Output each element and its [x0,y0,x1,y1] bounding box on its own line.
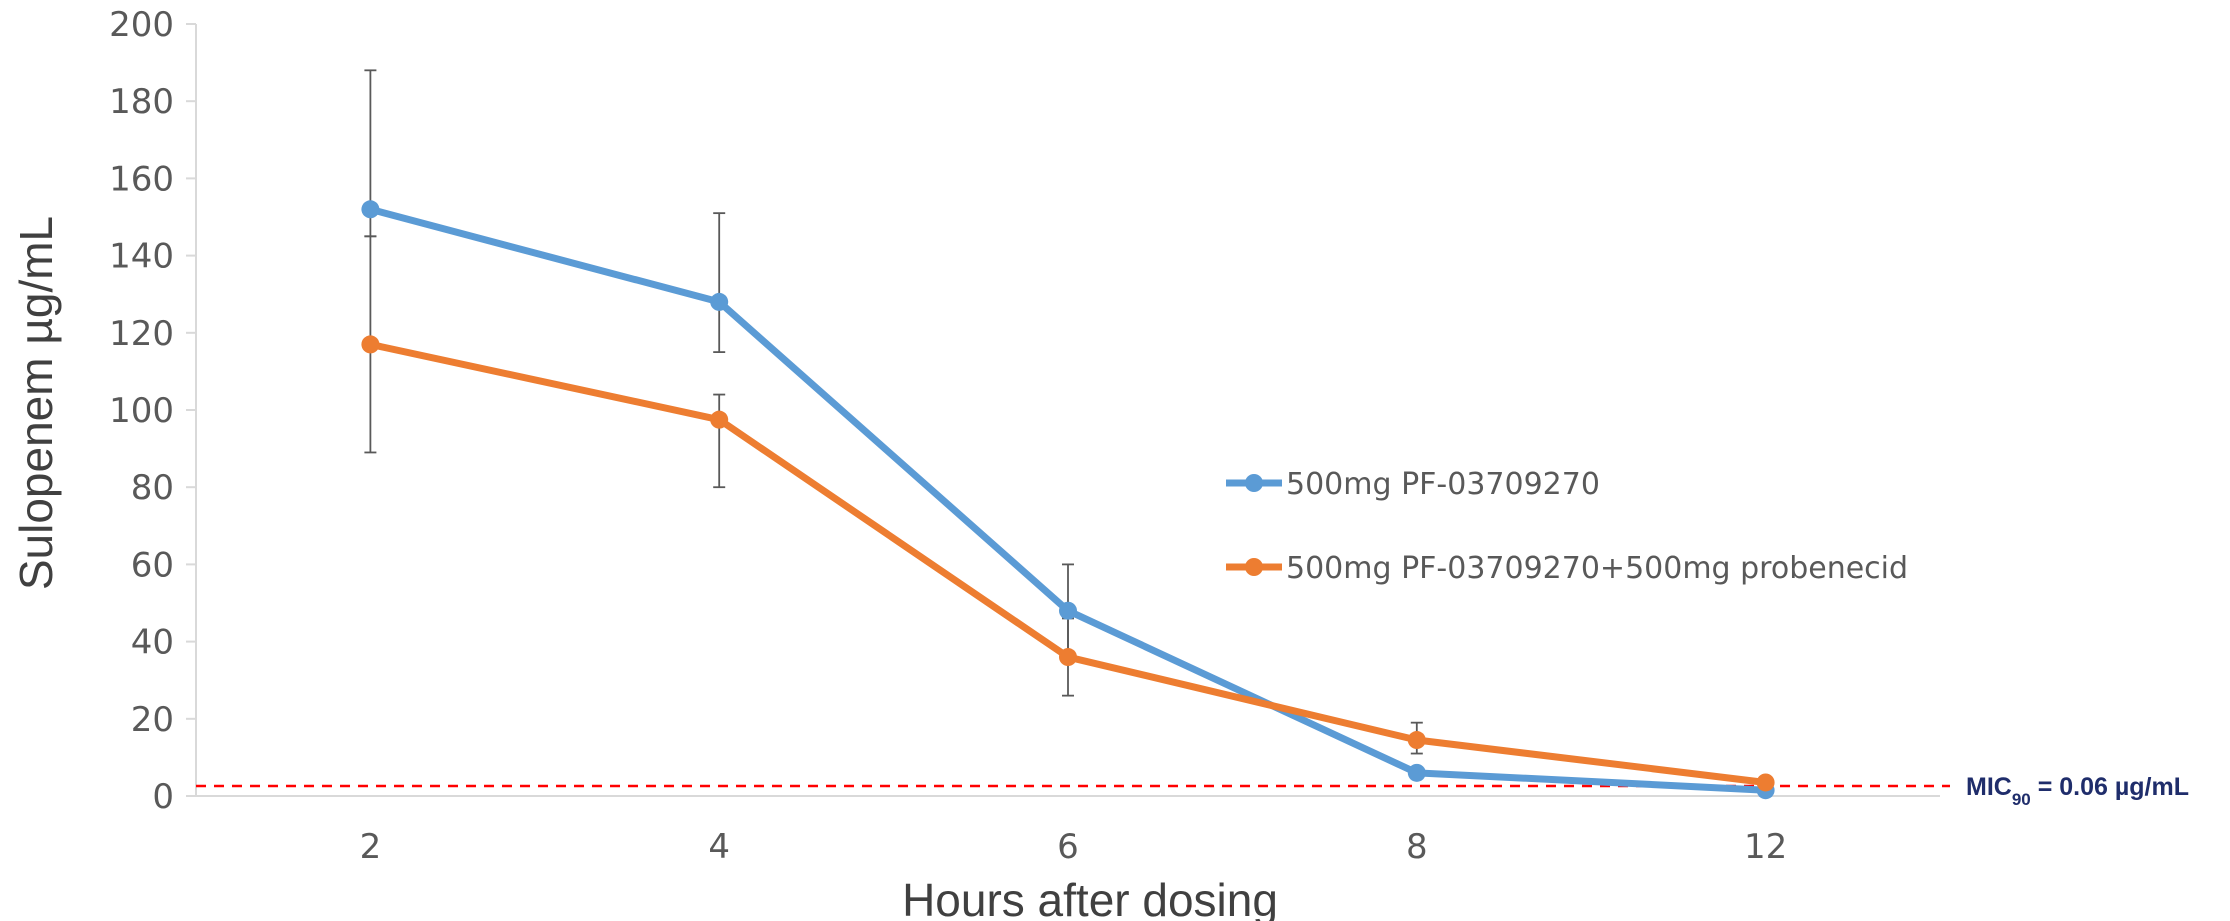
data-point [1407,763,1426,782]
legend-swatch-marker [1245,474,1263,492]
x-tick-label: 2 [360,827,382,867]
y-tick-label: 160 [109,159,174,199]
data-point [1059,601,1077,620]
x-tick-label: 8 [1406,827,1428,867]
data-point [710,292,729,311]
y-axis: 0 20 40 60 80 100 120 140 160 180 200 [109,5,197,817]
y-tick-label: 200 [109,5,174,45]
data-point [1407,731,1426,750]
legend-label: 500mg PF-03709270+500mg probenecid [1286,551,1908,586]
y-tick-label: 40 [131,623,174,663]
data-point [361,200,380,219]
x-tick-label: 4 [708,827,730,867]
y-tick-label: 0 [152,777,174,817]
y-tick-label: 140 [109,237,174,277]
x-axis: 2 4 6 8 12 [196,795,1940,867]
data-point [1756,773,1775,792]
y-tick-label: 120 [109,314,174,354]
y-tick-label: 20 [131,700,174,740]
legend-swatch-marker [1245,558,1263,576]
mic90-label: MIC90 = 0.06 µg/mL [1966,773,2189,809]
x-tick-label: 6 [1057,827,1079,867]
y-tick-label: 180 [109,82,174,122]
series-group [361,200,1775,800]
error-bars [364,69,1423,755]
data-point [710,410,729,429]
legend-label: 500mg PF-03709270 [1286,467,1600,502]
data-point [361,335,380,354]
data-point [1059,648,1077,667]
legend: 500mg PF-03709270 500mg PF-03709270+500mg… [1226,467,1908,586]
y-tick-label: 80 [131,468,174,508]
reference-line-group: MIC90 = 0.06 µg/mL [196,773,2189,809]
y-axis-title: Sulopenem µg/mL [10,216,62,590]
x-tick-label: 12 [1744,827,1787,867]
y-tick-label: 100 [109,391,174,431]
x-axis-title: Hours after dosing [902,874,1278,921]
y-tick-label: 60 [131,545,174,585]
